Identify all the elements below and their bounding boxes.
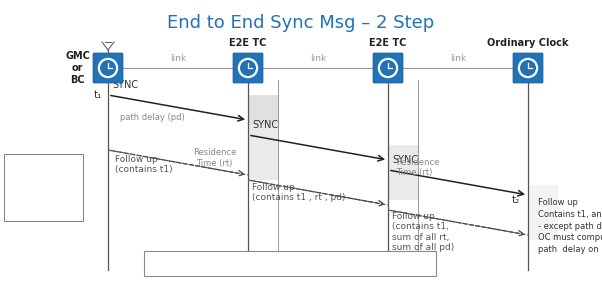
Circle shape xyxy=(380,61,396,75)
Text: GMC
or
BC: GMC or BC xyxy=(65,51,90,85)
Text: Ordinary Clock: Ordinary Clock xyxy=(487,38,569,48)
FancyBboxPatch shape xyxy=(4,154,83,221)
Circle shape xyxy=(99,59,117,78)
Bar xyxy=(248,95,278,125)
Circle shape xyxy=(379,59,397,78)
Circle shape xyxy=(521,61,535,75)
Text: link: link xyxy=(170,54,186,63)
Bar xyxy=(528,185,558,240)
Text: T1 not
modified by
E2E TCs: T1 not modified by E2E TCs xyxy=(17,173,70,202)
FancyBboxPatch shape xyxy=(513,53,543,83)
Circle shape xyxy=(238,59,258,78)
FancyBboxPatch shape xyxy=(144,251,436,276)
Circle shape xyxy=(101,61,115,75)
Text: E2E TC: E2E TC xyxy=(229,38,267,48)
Text: SYNC: SYNC xyxy=(252,120,278,130)
Circle shape xyxy=(241,61,255,75)
Text: t₂: t₂ xyxy=(512,195,520,205)
Text: E2E TC: E2E TC xyxy=(369,38,407,48)
Text: link: link xyxy=(310,54,326,63)
Bar xyxy=(388,145,418,200)
Circle shape xyxy=(518,59,538,78)
Text: Follow up
Contains t1, and All Delay
- except path delay of last hop
OC must com: Follow up Contains t1, and All Delay - e… xyxy=(538,198,602,254)
FancyBboxPatch shape xyxy=(373,53,403,83)
Text: Follow up
(contains t1 , rt , pd): Follow up (contains t1 , rt , pd) xyxy=(252,183,346,202)
FancyBboxPatch shape xyxy=(93,53,123,83)
Text: SYNC: SYNC xyxy=(392,155,418,165)
Text: 'rt' of SYNC carried in correction field of Follow_Up: 'rt' of SYNC carried in correction field… xyxy=(184,259,396,268)
Text: End to End Sync Msg – 2 Step: End to End Sync Msg – 2 Step xyxy=(167,14,435,32)
Text: Follow up
(contains t1,
sum of all rt,
sum of all pd): Follow up (contains t1, sum of all rt, s… xyxy=(392,212,455,252)
Text: Residence
Time (rt): Residence Time (rt) xyxy=(193,148,236,168)
Text: Follow up
(contains t1): Follow up (contains t1) xyxy=(115,155,173,174)
Bar xyxy=(248,125,278,180)
Text: path delay (pd): path delay (pd) xyxy=(120,114,185,122)
Text: SYNC: SYNC xyxy=(112,80,138,90)
Text: Residence
Time (rt): Residence Time (rt) xyxy=(396,158,439,178)
FancyBboxPatch shape xyxy=(233,53,263,83)
Text: link: link xyxy=(450,54,466,63)
Text: t₁: t₁ xyxy=(94,90,102,100)
